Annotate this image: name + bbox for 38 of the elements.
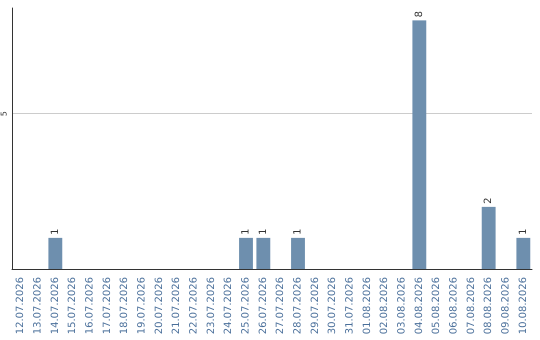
x-tick-label: 05.08.2026 bbox=[431, 277, 442, 334]
y-tick-label: 5 bbox=[0, 111, 8, 116]
x-tick-label: 12.07.2026 bbox=[15, 277, 26, 334]
x-tick-label: 10.08.2026 bbox=[518, 277, 529, 334]
x-tick-label: 14.07.2026 bbox=[50, 277, 61, 334]
x-tick-label: 03.08.2026 bbox=[396, 277, 408, 334]
data-label: 1 bbox=[292, 228, 304, 235]
x-tick-label: 20.07.2026 bbox=[154, 277, 165, 334]
x-tick-label: 24.07.2026 bbox=[223, 277, 234, 334]
x-tick-label: 18.07.2026 bbox=[119, 277, 130, 334]
x-tick-label: 22.07.2026 bbox=[188, 277, 200, 334]
data-label: 1 bbox=[258, 228, 269, 235]
x-tick-label: 28.07.2026 bbox=[292, 277, 304, 334]
x-tick-label: 02.08.2026 bbox=[379, 277, 390, 334]
x-tick-label: 04.08.2026 bbox=[414, 277, 425, 334]
x-tick-label: 07.08.2026 bbox=[466, 277, 477, 334]
data-label: 1 bbox=[518, 228, 529, 235]
x-tick-label: 21.07.2026 bbox=[171, 277, 182, 334]
x-tick-label: 01.08.2026 bbox=[362, 277, 373, 334]
x-tick-label: 09.08.2026 bbox=[500, 277, 512, 334]
x-tick-label: 23.07.2026 bbox=[206, 277, 217, 334]
x-tick-label: 29.07.2026 bbox=[310, 277, 321, 334]
x-tick-label: 13.07.2026 bbox=[32, 277, 44, 334]
x-tick-label: 19.07.2026 bbox=[136, 277, 148, 334]
data-label: 8 bbox=[414, 11, 425, 18]
x-tick-label: 15.07.2026 bbox=[67, 277, 78, 334]
x-tick-label: 25.07.2026 bbox=[240, 277, 252, 334]
x-tick-label: 30.07.2026 bbox=[327, 277, 338, 334]
data-label: 1 bbox=[50, 228, 61, 235]
data-label: 1 bbox=[240, 228, 252, 235]
x-tick-label: 08.08.2026 bbox=[483, 277, 494, 334]
data-label: 2 bbox=[483, 197, 494, 204]
x-tick-label: 31.07.2026 bbox=[344, 277, 356, 334]
x-tick-label: 26.07.2026 bbox=[258, 277, 269, 334]
x-tick-label: 27.07.2026 bbox=[275, 277, 286, 334]
x-tick-label: 06.08.2026 bbox=[448, 277, 460, 334]
x-tick-label: 17.07.2026 bbox=[102, 277, 113, 334]
x-tick-label: 16.07.2026 bbox=[84, 277, 96, 334]
